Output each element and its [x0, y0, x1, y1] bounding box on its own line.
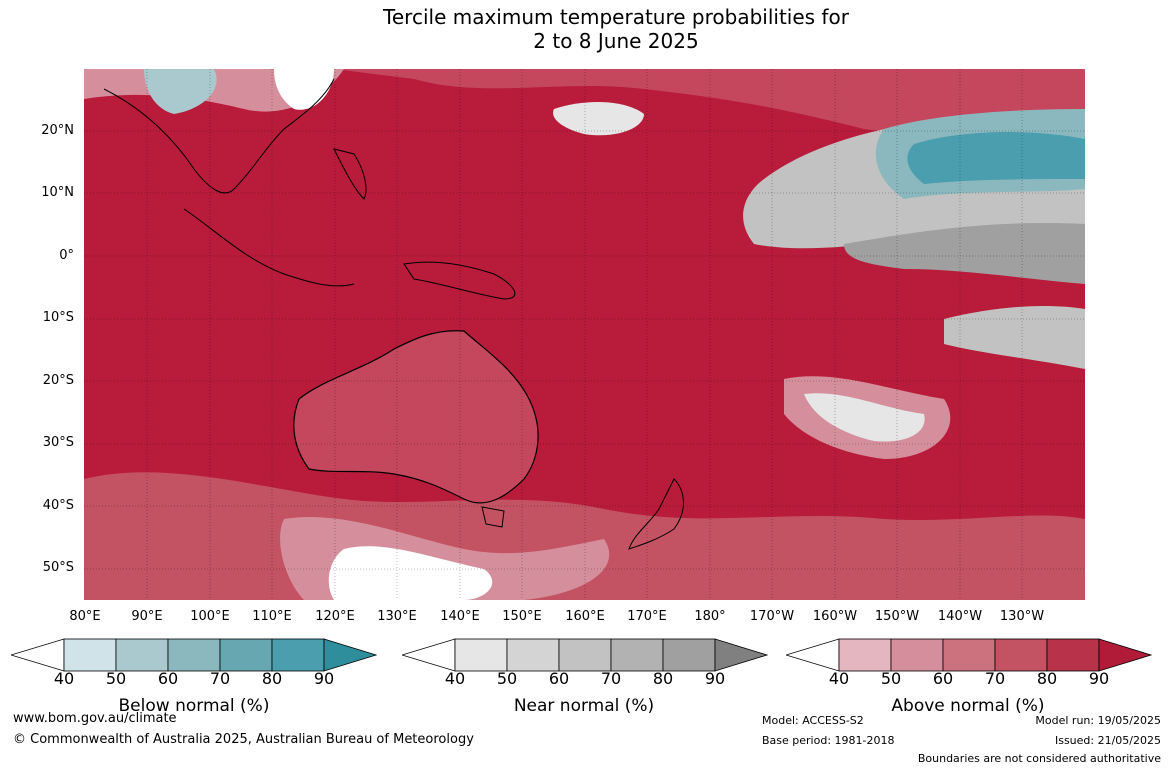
below-normal-tick-80: 80: [261, 669, 283, 688]
colorbar-near-segment-3: [558, 638, 612, 672]
near-normal-tick-70: 70: [600, 669, 622, 688]
colorbar-below-segment-0: [11, 638, 65, 672]
title-line-1: Tercile maximum temperature probabilitie…: [383, 5, 849, 29]
near-normal-region-north-pacific: [553, 102, 644, 136]
map-canvas: [84, 69, 1085, 600]
colorbar-above-segment-1: [838, 638, 892, 672]
above-normal-tick-50: 50: [880, 669, 902, 688]
near-normal-tick-90: 90: [704, 669, 726, 688]
colorbar-near-normal: [402, 638, 768, 672]
southeast-asia-coastline: [103, 78, 335, 194]
above-normal-tick-40: 40: [828, 669, 850, 688]
model-info: Model: ACCESS-S2: [762, 714, 864, 727]
colorbar-above-segment-0: [786, 638, 840, 672]
colorbar-below-normal: [11, 638, 377, 672]
indonesia-coastline: [183, 208, 355, 287]
near-normal-tick-80: 80: [652, 669, 674, 688]
colorbar-near-segment-1: [454, 638, 508, 672]
colorbar-above-segment-5: [1046, 638, 1100, 672]
lat-label-equator: 0°: [59, 248, 74, 263]
new-zealand-coastline: [628, 478, 684, 550]
near-normal-title: Near normal (%): [513, 696, 655, 716]
near-normal-region-equatorial-east: [844, 223, 1085, 284]
colorbar-below-segment-1: [63, 638, 117, 672]
lon-label-90e: 90°E: [131, 609, 163, 624]
colorbar-near-segment-2: [506, 638, 560, 672]
lon-label-110e: 110°E: [252, 609, 292, 624]
base-period-info: Base period: 1981-2018: [762, 734, 895, 747]
colorbar-above-segment-6: [1098, 638, 1152, 672]
lon-label-120e: 120°E: [315, 609, 355, 624]
colorbar-below-segment-3: [167, 638, 221, 672]
philippines-coastline: [333, 148, 367, 200]
lat-label-20s: 20°S: [42, 373, 74, 388]
below-normal-region-asia: [144, 69, 217, 114]
lat-label-10s: 10°S: [42, 310, 74, 325]
colorbar-near-segment-6: [714, 638, 768, 672]
lat-label-30s: 30°S: [42, 435, 74, 450]
lon-label-130e: 130°E: [377, 609, 417, 624]
above-normal-tick-90: 90: [1088, 669, 1110, 688]
lon-label-160e: 160°E: [565, 609, 605, 624]
near-normal-tick-40: 40: [444, 669, 466, 688]
colorbar-below-segment-6: [323, 638, 377, 672]
lon-label-140w: 140°W: [937, 609, 983, 624]
issued-info: Issued: 21/05/2025: [1054, 734, 1161, 747]
above-normal-tick-60: 60: [932, 669, 954, 688]
below-normal-tick-50: 50: [105, 669, 127, 688]
near-normal-tick-60: 60: [548, 669, 570, 688]
lon-label-160w: 160°W: [812, 609, 858, 624]
below-normal-tick-90: 90: [313, 669, 335, 688]
graticule: [84, 69, 1085, 600]
colorbar-above-segment-2: [890, 638, 944, 672]
lon-label-180: 180°: [694, 609, 726, 624]
boundaries-disclaimer: Boundaries are not considered authoritat…: [917, 752, 1161, 765]
above-normal-tick-80: 80: [1036, 669, 1058, 688]
lon-label-170w: 170°W: [749, 609, 795, 624]
lon-label-80e: 80°E: [69, 609, 101, 624]
below-normal-title: Below normal (%): [118, 696, 270, 716]
colorbar-below-segment-2: [115, 638, 169, 672]
lon-label-140e: 140°E: [440, 609, 480, 624]
map-title: Tercile maximum temperature probabilitie…: [0, 5, 1173, 53]
copyright-text: © Commonwealth of Australia 2025, Austra…: [13, 732, 474, 747]
colorbar-near-segment-0: [402, 638, 456, 672]
lon-label-100e: 100°E: [190, 609, 230, 624]
lon-label-130w: 130°W: [999, 609, 1045, 624]
above-normal-80-region-north: [84, 69, 1085, 132]
colorbar-above-normal: [786, 638, 1152, 672]
colorbar-near-segment-4: [610, 638, 664, 672]
title-line-2: 2 to 8 June 2025: [533, 29, 699, 53]
model-run-info: Model run: 19/05/2025: [1035, 714, 1161, 727]
tasmania-coastline: [481, 506, 505, 528]
probability-map[interactable]: [84, 69, 1085, 600]
near-normal-region-south-east: [944, 306, 1085, 369]
lat-label-40s: 40°S: [42, 498, 74, 513]
above-normal-tick-70: 70: [984, 669, 1006, 688]
lon-label-170e: 170°E: [627, 609, 667, 624]
colorbar-above-segment-3: [942, 638, 996, 672]
white-region-southern: [328, 546, 493, 600]
lat-label-10n: 10°N: [41, 185, 74, 200]
above-normal-title: Above normal (%): [891, 696, 1045, 716]
lat-label-20n: 20°N: [41, 123, 74, 138]
new-guinea-coastline: [403, 261, 516, 300]
below-normal-tick-70: 70: [209, 669, 231, 688]
below-normal-core-central-pacific: [907, 132, 1085, 184]
lon-label-150w: 150°W: [874, 609, 920, 624]
colorbar-below-segment-5: [271, 638, 325, 672]
australia-coastline: [293, 330, 539, 504]
lon-label-150e: 150°E: [502, 609, 542, 624]
lat-label-50s: 50°S: [42, 560, 74, 575]
below-normal-tick-60: 60: [157, 669, 179, 688]
australia-probability-region: [293, 330, 539, 503]
near-normal-tick-50: 50: [496, 669, 518, 688]
below-normal-tick-40: 40: [53, 669, 75, 688]
website-link[interactable]: www.bom.gov.au/climate: [13, 711, 177, 726]
near-normal-patch-south-pacific: [804, 393, 925, 442]
colorbar-below-segment-4: [219, 638, 273, 672]
colorbar-near-segment-5: [662, 638, 716, 672]
colorbar-above-segment-4: [994, 638, 1048, 672]
